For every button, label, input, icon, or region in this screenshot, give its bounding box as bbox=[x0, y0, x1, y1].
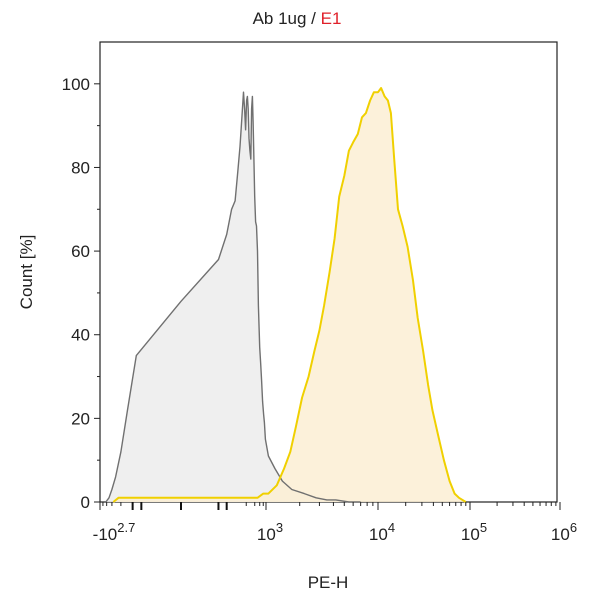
x-tick-label: -102.7 bbox=[93, 520, 136, 544]
x-tick-label: 103 bbox=[257, 520, 283, 544]
series-1-area bbox=[113, 88, 466, 502]
x-tick-label: 106 bbox=[551, 520, 577, 544]
y-tick-label: 60 bbox=[71, 242, 90, 261]
x-tick-label: 105 bbox=[461, 520, 487, 544]
y-axis-label: Count [%] bbox=[17, 235, 36, 310]
chart-title: Ab 1ug / E1 bbox=[253, 9, 342, 28]
x-axis-label: PE-H bbox=[308, 573, 349, 592]
y-tick-label: 0 bbox=[81, 493, 90, 512]
series-1-line bbox=[112, 87, 467, 503]
x-axis: -102.7 103 104 105 106 bbox=[93, 502, 577, 544]
y-axis: 0 20 40 60 80 100 bbox=[62, 75, 100, 512]
x-tick-label: 104 bbox=[369, 520, 395, 544]
series-0-area bbox=[105, 92, 361, 502]
y-tick-label: 80 bbox=[71, 158, 90, 177]
series-layer bbox=[105, 87, 467, 503]
title-part-2: E1 bbox=[321, 9, 342, 28]
title-part-1: / bbox=[306, 9, 320, 28]
y-tick-label: 40 bbox=[71, 326, 90, 345]
series-0-line bbox=[105, 91, 361, 503]
title-part-0: Ab 1ug bbox=[253, 9, 307, 28]
y-tick-label: 100 bbox=[62, 75, 90, 94]
y-tick-label: 20 bbox=[71, 409, 90, 428]
